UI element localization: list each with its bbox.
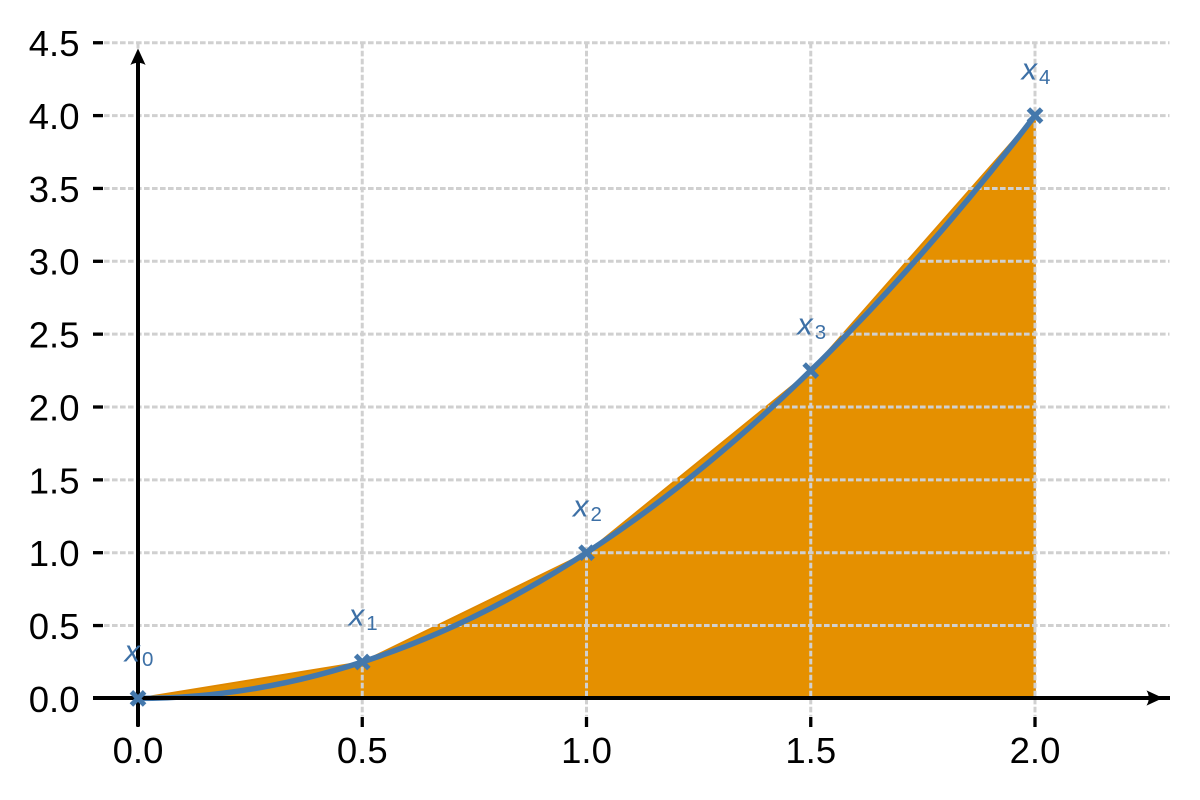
svg-text:0.0: 0.0 (113, 730, 164, 771)
svg-text:3.5: 3.5 (29, 169, 80, 210)
svg-text:x: x (123, 634, 142, 669)
svg-text:x: x (1020, 51, 1039, 86)
svg-text:4.5: 4.5 (29, 23, 80, 64)
svg-text:4: 4 (1039, 66, 1050, 89)
svg-text:0.5: 0.5 (337, 730, 388, 771)
svg-text:1.0: 1.0 (561, 730, 612, 771)
svg-text:0.5: 0.5 (29, 606, 80, 647)
svg-text:0: 0 (142, 648, 153, 671)
svg-text:1: 1 (366, 612, 377, 635)
svg-text:2.0: 2.0 (29, 387, 80, 428)
svg-text:0.0: 0.0 (29, 679, 80, 720)
svg-text:2.0: 2.0 (1010, 730, 1061, 771)
svg-text:x: x (347, 597, 366, 632)
svg-text:x: x (571, 489, 590, 524)
svg-text:1.0: 1.0 (29, 533, 80, 574)
svg-text:2: 2 (591, 503, 602, 526)
svg-text:2.5: 2.5 (29, 315, 80, 356)
svg-text:3.0: 3.0 (29, 242, 80, 283)
svg-text:1.5: 1.5 (785, 730, 836, 771)
svg-text:1.5: 1.5 (29, 460, 80, 501)
svg-text:4.0: 4.0 (29, 96, 80, 137)
svg-text:3: 3 (815, 321, 826, 344)
svg-text:x: x (795, 306, 814, 341)
